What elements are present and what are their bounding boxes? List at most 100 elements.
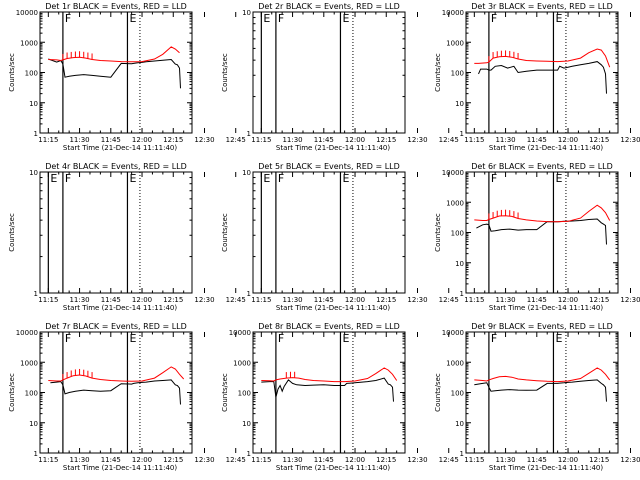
y-tick-label: 100 (25, 70, 38, 78)
chart-panel-4: Det 4r BLACK = Events, RED = LLD 1 10 Count… (8, 162, 246, 312)
x-axis-label: Start Time (21-Dec-14 11:11:40) (489, 304, 603, 312)
y-tick-label: 1 (34, 450, 38, 458)
y-tick-label: 100 (451, 390, 464, 398)
y-tick-label: 1000 (446, 199, 464, 207)
x-tick-label: 12:30 (407, 456, 427, 464)
y-axis-label: Counts/sec (8, 53, 16, 92)
marker-label: F (65, 12, 71, 25)
marker-label: F (278, 172, 284, 185)
x-tick-label: 11:15 (464, 296, 484, 304)
y-tick-label: 10 (29, 100, 38, 108)
x-tick-label: 11:15 (464, 136, 484, 144)
x-axis-label: Start Time (21-Dec-14 11:11:40) (276, 144, 390, 152)
x-tick-label: 12:15 (376, 136, 396, 144)
marker-label: F (491, 172, 497, 185)
chart-panel-7: Det 7r BLACK = Events, RED = LLD 1 10 100 10… (8, 322, 246, 472)
y-tick-label: 10 (242, 420, 251, 428)
x-tick-label: 12:45 (439, 136, 459, 144)
x-axis-label: Start Time (21-Dec-14 11:11:40) (63, 304, 177, 312)
lld-series-line (261, 367, 398, 383)
lld-series-line (474, 204, 611, 223)
y-tick-label: 100 (25, 390, 38, 398)
marker-label: E (342, 332, 349, 345)
x-tick-label: 11:45 (527, 456, 547, 464)
y-tick-label: 10 (242, 9, 251, 17)
chart-title: Det 8r BLACK = Events, RED = LLD (258, 322, 400, 331)
x-tick-label: 12:15 (163, 456, 183, 464)
marker-label: F (491, 332, 497, 345)
x-tick-label: 12:30 (194, 136, 214, 144)
x-tick-label: 12:00 (558, 136, 578, 144)
x-tick-label: 12:15 (589, 456, 609, 464)
x-tick-label: 12:15 (376, 456, 396, 464)
chart-panel-2: Det 2r BLACK = Events, RED = LLD 1 10 Count… (221, 2, 459, 152)
chart-title: Det 4r BLACK = Events, RED = LLD (45, 162, 187, 171)
x-tick-label: 12:45 (439, 296, 459, 304)
x-tick-label: 12:45 (226, 136, 246, 144)
y-tick-label: 10000 (16, 9, 38, 17)
y-tick-label: 1 (34, 290, 38, 298)
plot-frame (252, 11, 406, 134)
y-tick-label: 1 (34, 130, 38, 138)
x-tick-label: 11:45 (101, 136, 121, 144)
x-tick-label: 12:45 (226, 296, 246, 304)
y-tick-label: 10000 (442, 329, 464, 337)
marker-label: F (278, 332, 284, 345)
y-tick-label: 10 (455, 260, 464, 268)
x-tick-label: 11:45 (527, 296, 547, 304)
y-tick-label: 1 (247, 290, 251, 298)
x-tick-label: 12:15 (589, 136, 609, 144)
x-tick-label: 12:00 (132, 456, 152, 464)
y-axis-label: Counts/sec (434, 373, 442, 412)
y-tick-label: 100 (451, 70, 464, 78)
x-tick-label: 11:45 (314, 136, 334, 144)
x-tick-label: 12:45 (439, 456, 459, 464)
lld-series-line (48, 46, 180, 63)
x-tick-label: 11:30 (495, 456, 515, 464)
y-tick-label: 1000 (20, 359, 38, 367)
y-tick-label: 10 (29, 420, 38, 428)
marker-label: E (50, 172, 57, 185)
x-tick-label: 12:00 (345, 296, 365, 304)
x-axis-label: Start Time (21-Dec-14 11:11:40) (489, 464, 603, 472)
y-tick-label: 1 (247, 130, 251, 138)
x-tick-label: 11:30 (282, 296, 302, 304)
marker-label: E (263, 12, 270, 25)
x-tick-label: 11:15 (38, 136, 58, 144)
marker-label: E (555, 332, 562, 345)
y-tick-label: 10000 (229, 329, 251, 337)
x-tick-label: 12:30 (620, 136, 640, 144)
lld-series-line (474, 367, 611, 383)
y-axis-label: Counts/sec (8, 213, 16, 252)
x-axis-label: Start Time (21-Dec-14 11:11:40) (489, 144, 603, 152)
x-tick-label: 11:15 (38, 456, 58, 464)
x-tick-label: 12:00 (345, 456, 365, 464)
chart-title: Det 6r BLACK = Events, RED = LLD (471, 162, 613, 171)
y-tick-label: 1 (460, 130, 464, 138)
lld-series-line (474, 48, 611, 68)
chart-panel-9: Det 9r BLACK = Events, RED = LLD 1 10 100 10… (434, 322, 640, 472)
y-tick-label: 100 (238, 390, 251, 398)
y-axis-label: Counts/sec (221, 373, 229, 412)
x-tick-label: 12:45 (226, 456, 246, 464)
chart-title: Det 7r BLACK = Events, RED = LLD (45, 322, 187, 331)
x-tick-label: 11:15 (464, 456, 484, 464)
x-tick-label: 12:15 (376, 296, 396, 304)
y-tick-label: 1000 (20, 39, 38, 47)
y-axis-label: Counts/sec (434, 213, 442, 252)
marker-label: E (129, 332, 136, 345)
x-tick-label: 11:30 (282, 456, 302, 464)
y-tick-label: 10 (242, 169, 251, 177)
x-axis-label: Start Time (21-Dec-14 11:11:40) (276, 464, 390, 472)
x-tick-label: 12:00 (132, 136, 152, 144)
x-tick-label: 11:45 (527, 136, 547, 144)
y-tick-label: 10000 (442, 169, 464, 177)
chart-panel-1: Det 1r BLACK = Events, RED = LLD 1 10 100 10… (8, 2, 246, 152)
marker-label: E (342, 172, 349, 185)
chart-panel-5: Det 5r BLACK = Events, RED = LLD 1 10 Count… (221, 162, 459, 312)
plot-frame (252, 171, 406, 294)
x-tick-label: 12:00 (345, 136, 365, 144)
events-series-line (48, 58, 181, 89)
lld-series-line (48, 366, 185, 382)
